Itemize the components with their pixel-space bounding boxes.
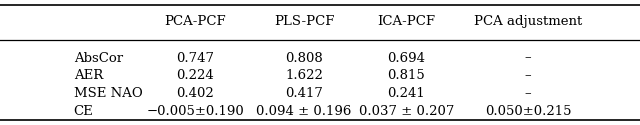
Text: 0.694: 0.694 bbox=[387, 52, 426, 65]
Text: PLS-PCF: PLS-PCF bbox=[274, 15, 334, 28]
Text: 0.037 ± 0.207: 0.037 ± 0.207 bbox=[358, 105, 454, 118]
Text: 0.417: 0.417 bbox=[285, 87, 323, 100]
Text: –: – bbox=[525, 87, 531, 100]
Text: AER: AER bbox=[74, 69, 103, 82]
Text: PCA adjustment: PCA adjustment bbox=[474, 15, 582, 28]
Text: CE: CE bbox=[74, 105, 93, 118]
Text: AbsCor: AbsCor bbox=[74, 52, 123, 65]
Text: PCA-PCF: PCA-PCF bbox=[164, 15, 226, 28]
Text: −0.005±0.190: −0.005±0.190 bbox=[147, 105, 244, 118]
Text: ICA-PCF: ICA-PCF bbox=[378, 15, 435, 28]
Text: 1.622: 1.622 bbox=[285, 69, 323, 82]
Text: 0.050±0.215: 0.050±0.215 bbox=[484, 105, 572, 118]
Text: 0.815: 0.815 bbox=[388, 69, 425, 82]
Text: MSE NAO: MSE NAO bbox=[74, 87, 142, 100]
Text: 0.402: 0.402 bbox=[177, 87, 214, 100]
Text: 0.224: 0.224 bbox=[177, 69, 214, 82]
Text: 0.747: 0.747 bbox=[176, 52, 214, 65]
Text: 0.241: 0.241 bbox=[388, 87, 425, 100]
Text: –: – bbox=[525, 69, 531, 82]
Text: 0.808: 0.808 bbox=[285, 52, 323, 65]
Text: –: – bbox=[525, 52, 531, 65]
Text: 0.094 ± 0.196: 0.094 ± 0.196 bbox=[256, 105, 352, 118]
